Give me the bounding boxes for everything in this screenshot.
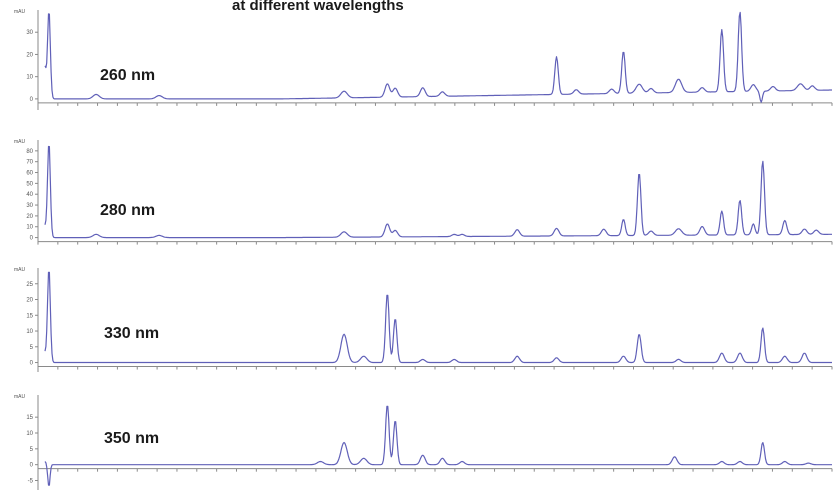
- peak-point: [701, 228, 703, 230]
- wavelength-label: 330 nm: [104, 325, 159, 342]
- wavelength-label: 260 nm: [100, 67, 155, 84]
- chromatogram-panel: 0 5 10 15 20 25 mAU 330 nm: [14, 267, 833, 372]
- y-tick-label: 0: [30, 97, 34, 103]
- y-tick-label: 0: [30, 236, 34, 242]
- peak-point: [422, 89, 424, 91]
- peak-point: [812, 94, 814, 96]
- chromatogram-trace: [44, 405, 832, 486]
- y-tick-label: 15: [26, 415, 33, 421]
- y-tick-label: 50: [26, 181, 33, 187]
- peak-point: [804, 231, 806, 233]
- y-tick-label: 20: [26, 298, 33, 304]
- peak-point: [394, 89, 396, 91]
- peak-point: [394, 420, 396, 422]
- y-tick-label: 30: [26, 30, 33, 36]
- chromatogram-trace: [44, 11, 832, 103]
- peak-point: [815, 232, 817, 234]
- peak-point: [650, 232, 652, 234]
- chromatogram-trace: [44, 145, 832, 239]
- y-tick-label: 0: [30, 361, 34, 367]
- chromatogram-panel: 0 10 20 30 mAU 260 nm: [14, 9, 833, 111]
- y-tick-label: 10: [26, 329, 33, 335]
- y-unit-label: mAU: [14, 139, 26, 145]
- y-tick-label: 10: [26, 225, 33, 231]
- peak-point: [760, 109, 762, 111]
- y-tick-label: 25: [26, 282, 33, 288]
- peak-point: [394, 318, 396, 320]
- peak-point: [48, 141, 50, 143]
- peak-point: [701, 94, 703, 96]
- peak-point: [772, 94, 774, 96]
- peak-point: [442, 94, 444, 96]
- wavelength-label: 280 nm: [100, 202, 155, 219]
- peak-point: [784, 223, 786, 225]
- peak-point: [678, 85, 680, 87]
- y-tick-label: -5: [28, 479, 34, 485]
- peak-point: [44, 226, 46, 228]
- peak-point: [44, 352, 46, 354]
- peak-point: [650, 94, 652, 96]
- y-tick-label: 60: [26, 171, 33, 177]
- chromatogram-trace: [44, 271, 832, 364]
- peak-point: [387, 404, 389, 406]
- peak-point: [48, 267, 50, 269]
- y-unit-label: mAU: [14, 267, 26, 273]
- peak-point: [638, 89, 640, 91]
- peak-point: [611, 94, 613, 96]
- y-tick-label: 30: [26, 203, 33, 209]
- y-tick-label: 10: [26, 75, 33, 81]
- y-tick-label: 80: [26, 149, 33, 155]
- y-tick-label: 40: [26, 192, 33, 198]
- y-tick-label: 20: [26, 214, 33, 220]
- y-unit-label: mAU: [14, 9, 26, 15]
- peak-point: [387, 292, 389, 294]
- wavelength-label: 350 nm: [104, 430, 159, 447]
- peak-point: [753, 91, 755, 93]
- peak-point: [48, 486, 50, 488]
- y-tick-label: 70: [26, 160, 33, 166]
- peak-point: [575, 94, 577, 96]
- y-tick-label: 15: [26, 313, 33, 319]
- peak-point: [800, 91, 802, 93]
- peak-point: [678, 230, 680, 232]
- chart-title: at different wavelengths: [232, 0, 404, 14]
- peak-point: [48, 9, 50, 11]
- chromatogram-panel: -5 0 5 10 15 mAU 350 nm: [14, 394, 833, 490]
- y-tick-label: 0: [30, 463, 34, 469]
- peak-point: [603, 230, 605, 232]
- y-tick-label: 20: [26, 52, 33, 58]
- y-unit-label: mAU: [14, 394, 26, 400]
- y-tick-label: 5: [30, 345, 34, 351]
- y-tick-label: 5: [30, 447, 34, 453]
- y-tick-label: 10: [26, 431, 33, 437]
